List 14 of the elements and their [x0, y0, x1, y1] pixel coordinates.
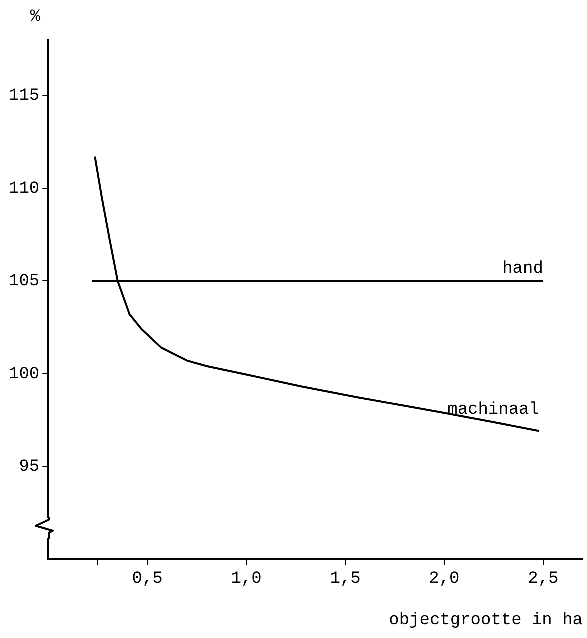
x-tick-label: 1,0	[231, 570, 262, 589]
x-tick-label: 0,5	[132, 570, 163, 589]
series-label: machinaal	[448, 400, 540, 420]
y-axis-title: %	[30, 8, 42, 27]
x-tick-label: 2,5	[528, 570, 559, 589]
series-label: hand	[502, 260, 544, 280]
y-tick-label: 95	[19, 458, 40, 477]
x-tick-label: 1,5	[330, 570, 361, 589]
x-tick-label: 2,0	[429, 570, 460, 589]
x-axis-title: objectgrootte in ha	[389, 611, 583, 630]
y-tick-label: 110	[8, 180, 40, 199]
y-tick-label: 115	[8, 87, 40, 106]
y-tick-label: 100	[8, 365, 40, 384]
y-tick-label: 105	[8, 272, 40, 292]
